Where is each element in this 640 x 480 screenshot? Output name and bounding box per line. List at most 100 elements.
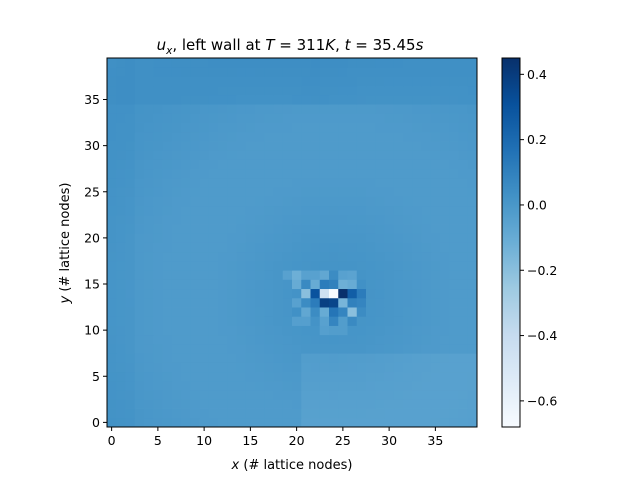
heatmap-cell [356,131,367,142]
heatmap-cell [264,242,274,253]
heatmap-cell [347,270,358,280]
heatmap-cell [384,177,395,188]
heatmap-cell [375,325,385,336]
heatmap-cell [144,399,154,409]
heatmap-cell [218,408,228,419]
heatmap-cell [467,270,478,280]
heatmap-cell [245,233,256,243]
heatmap-cell [338,168,348,179]
heatmap-cell [273,371,284,382]
heatmap-cell [458,94,469,105]
heatmap-cell [393,196,404,207]
heatmap-cell [162,141,173,151]
heatmap-cell [421,168,432,179]
heatmap-cell [310,104,321,114]
heatmap-cell [190,113,200,123]
colorbar [501,57,521,428]
heatmap-cell [264,131,274,142]
heatmap-cell [384,334,395,345]
heatmap-cell [208,159,219,170]
heatmap-cell [458,408,469,419]
heatmap-cell [282,390,293,400]
heatmap-cell [236,399,247,409]
heatmap-cell [319,104,330,114]
heatmap-cell [430,307,441,317]
heatmap-cell [430,399,441,409]
heatmap-cell [255,353,265,363]
heatmap-cell [440,205,450,216]
heatmap-cell [273,297,284,308]
heatmap-cell [356,353,367,363]
heatmap-cell [144,113,154,123]
heatmap-cell [162,76,173,87]
heatmap-cell [153,260,163,271]
heatmap-cell [116,104,126,114]
heatmap-cell [375,316,385,326]
heatmap-cell [421,380,432,391]
heatmap-cell [245,104,256,114]
heatmap-cell [125,150,136,160]
heatmap-cell [319,168,330,179]
heatmap-cell [171,168,182,179]
heatmap-cell [412,76,422,87]
heatmap-cell [347,279,358,290]
heatmap-cell [273,177,284,188]
heatmap-cell [255,214,265,225]
heatmap-cell [412,177,422,188]
heatmap-cell [403,307,413,317]
heatmap-cell [134,214,145,225]
heatmap-cell [421,76,432,87]
heatmap-cell [430,242,441,253]
heatmap-cell [153,334,163,345]
x-tick-label: 25 [335,433,351,448]
heatmap-cell [393,353,404,363]
heatmap-cell [301,131,311,142]
heatmap-cell [181,150,191,160]
heatmap-cell [375,177,385,188]
heatmap-cell [412,122,422,133]
heatmap-cell [190,122,200,133]
heatmap-cell [282,417,293,428]
heatmap-cell [162,233,173,243]
x-tick-label: 15 [242,433,258,448]
heatmap-cell [338,196,348,207]
heatmap-cell [338,150,348,160]
heatmap-cell [171,307,182,317]
heatmap-cell [467,94,478,105]
heatmap-cell [403,242,413,253]
heatmap-cell [125,380,136,391]
heatmap-cell [403,371,413,382]
heatmap-cell [338,242,348,253]
heatmap-cell [282,141,293,151]
heatmap-cell [366,224,376,234]
heatmap-cell [134,288,145,299]
heatmap-cell [356,168,367,179]
heatmap-cell [171,187,182,197]
heatmap-cell [236,353,247,363]
x-tick-label: 0 [108,433,116,448]
heatmap-cell [421,417,432,428]
heatmap-cell [467,325,478,336]
heatmap-cell [255,150,265,160]
heatmap-cell [347,122,358,133]
heatmap-cell [134,251,145,262]
y-tick-label: 25 [84,184,100,199]
heatmap-cell [393,362,404,373]
heatmap-cell [125,371,136,382]
heatmap-cell [393,141,404,151]
heatmap-cell [107,279,117,290]
heatmap-cell [208,104,219,114]
heatmap-cell [292,122,302,133]
heatmap-cell [310,233,321,243]
heatmap-cell [347,242,358,253]
heatmap-cell [190,408,200,419]
heatmap-cell [282,196,293,207]
heatmap-cell [467,399,478,409]
heatmap-cell [421,67,432,77]
heatmap-cell [421,159,432,170]
heatmap-cell [310,187,321,197]
heatmap-cell [153,233,163,243]
heatmap-cell [430,159,441,170]
heatmap-cell [384,196,395,207]
heatmap-cell [458,343,469,354]
